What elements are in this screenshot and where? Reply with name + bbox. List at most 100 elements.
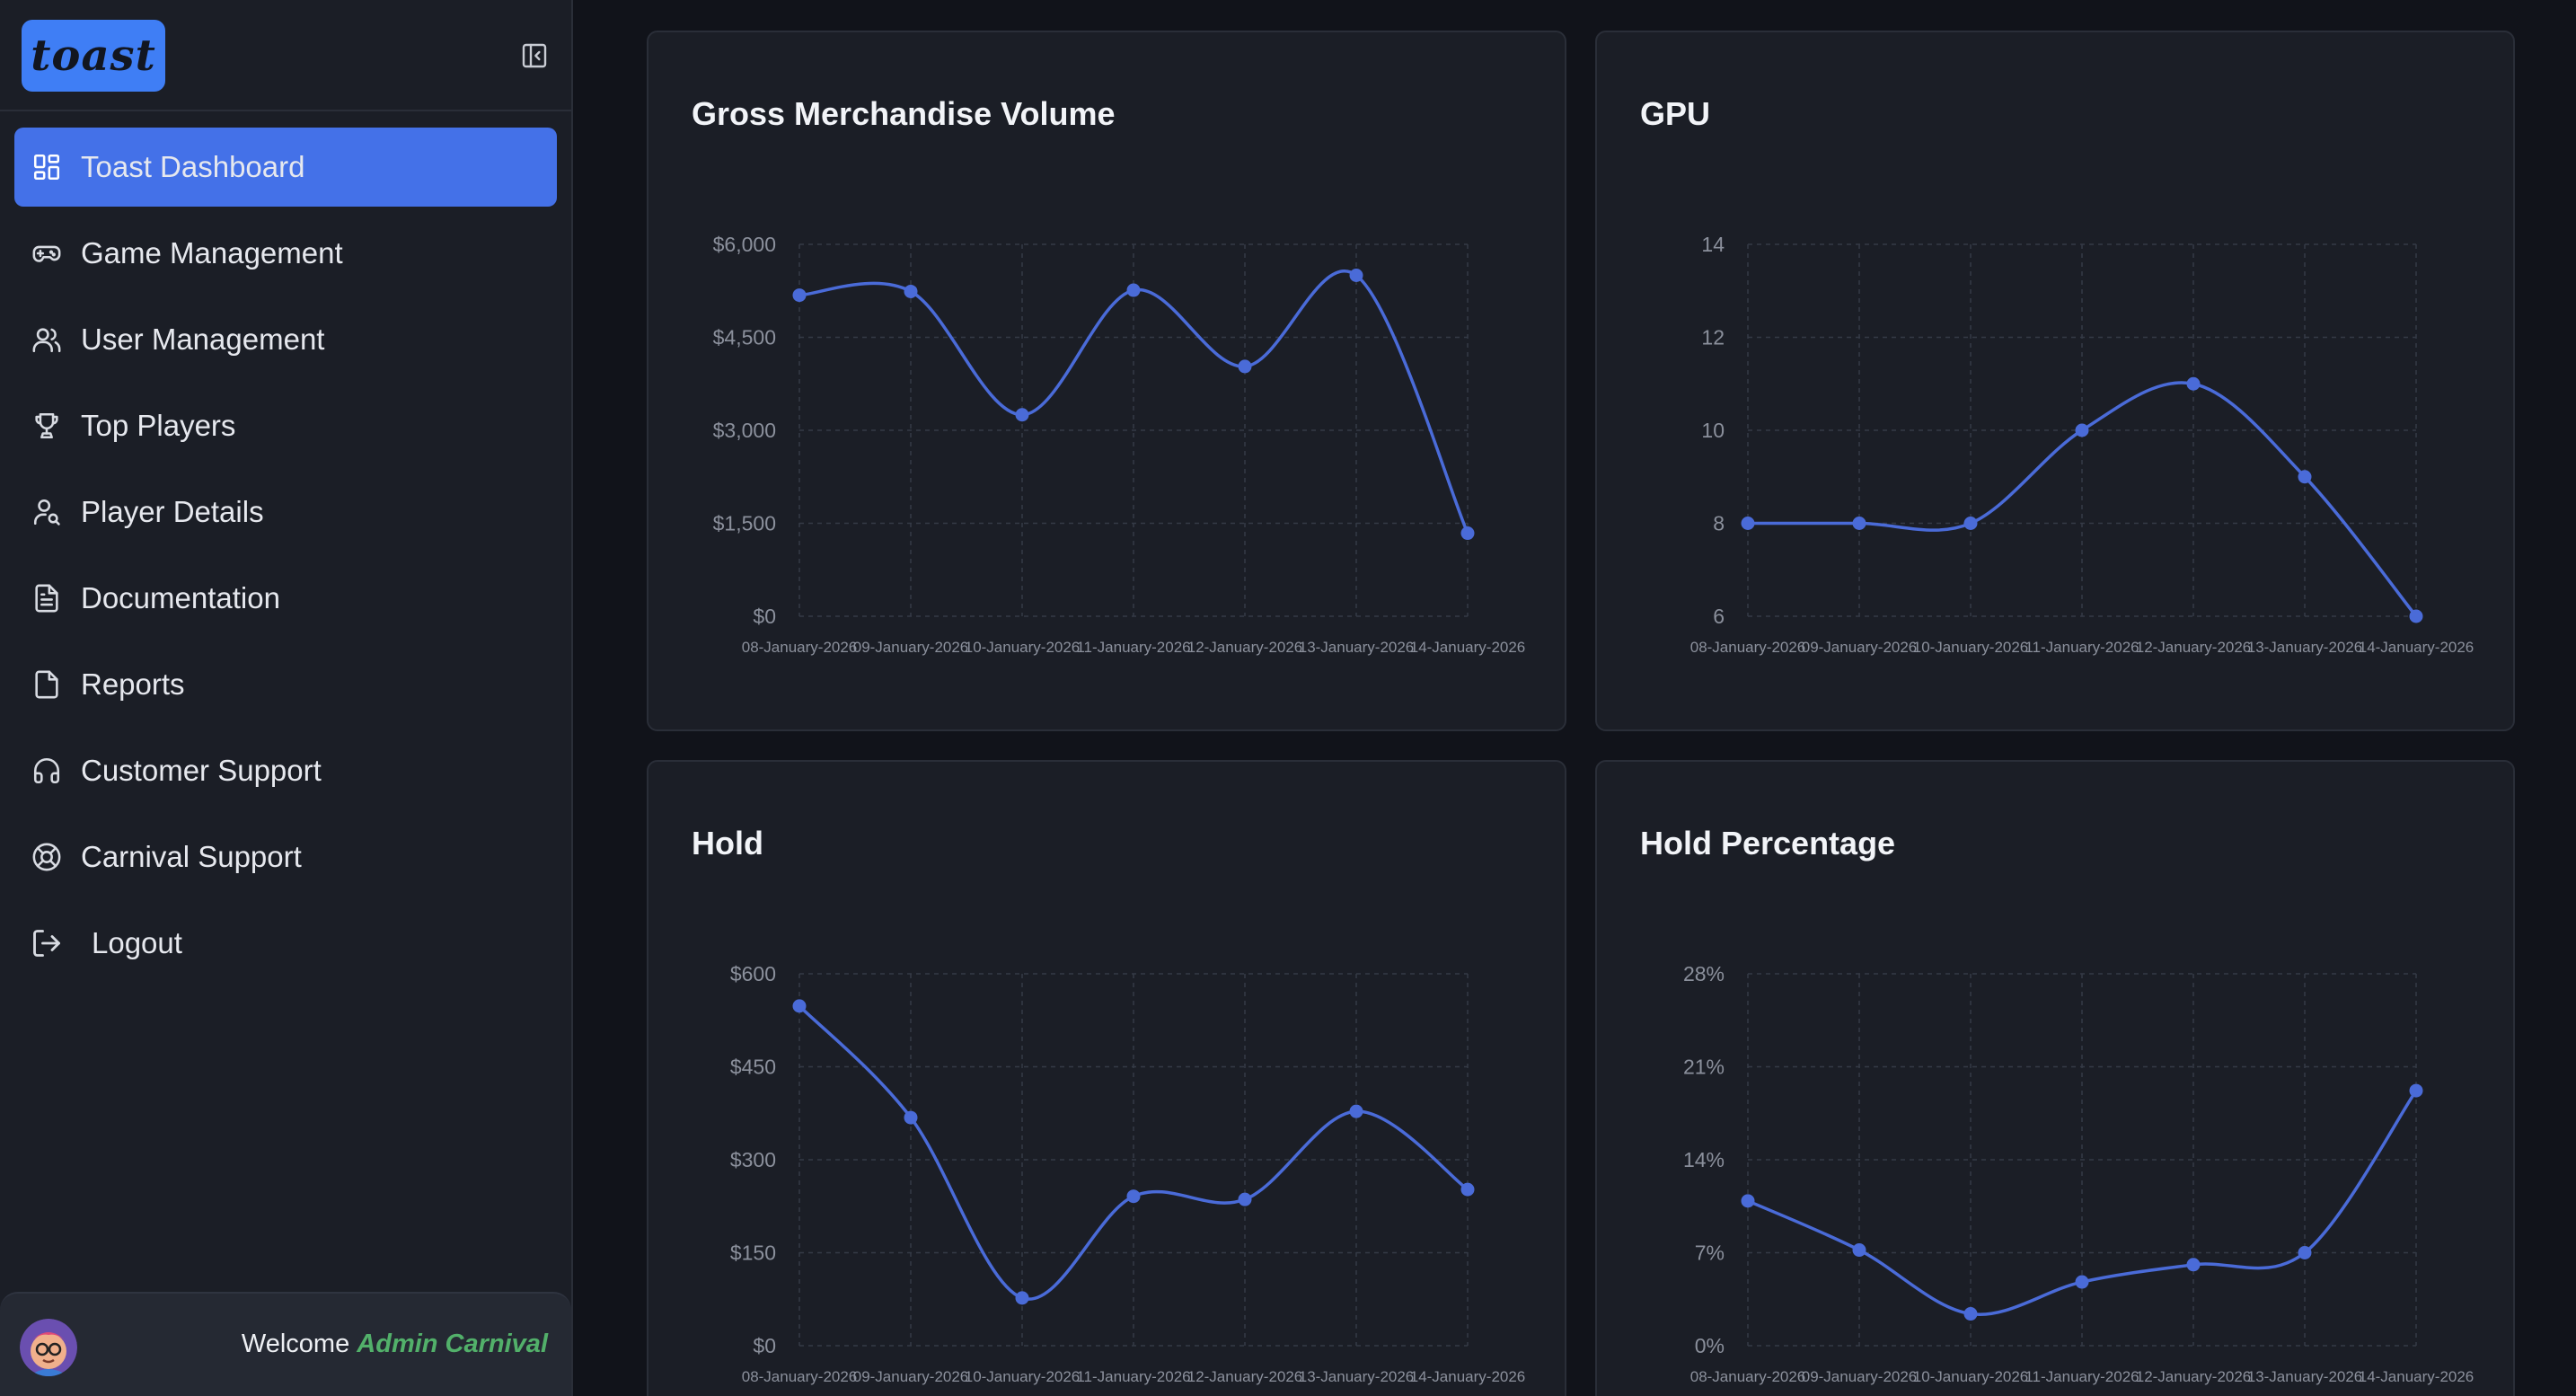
sidebar-item-label: Reports (81, 667, 185, 701)
data-point[interactable] (1852, 1243, 1866, 1258)
data-point[interactable] (1460, 526, 1475, 541)
users-icon (31, 323, 63, 356)
y-tick-label: $6,000 (713, 233, 776, 256)
sidebar-item-customer-support[interactable]: Customer Support (14, 731, 557, 810)
sidebar-collapse-icon (522, 43, 547, 68)
file-icon (31, 668, 63, 701)
hold-chart-card: Hold $0 $150 $300 $450 $600 08-January-2026 09… (647, 760, 1566, 1396)
chart-title: GPU (1640, 95, 1711, 132)
x-tick-label: 13-January-2026 (1299, 639, 1415, 656)
logout-icon (31, 927, 63, 959)
lifebuoy-icon (31, 841, 63, 873)
x-tick-label: 12-January-2026 (1187, 1368, 1303, 1385)
gmv-line-chart[interactable]: $0 $1,500 $3,000 $4,500 $6,000 08-January-202… (648, 32, 1568, 733)
data-point[interactable] (1741, 517, 1755, 530)
data-point[interactable] (792, 999, 807, 1013)
sidebar-item-reports[interactable]: Reports (14, 645, 557, 724)
sidebar-header: toast (0, 0, 571, 111)
data-point[interactable] (1349, 1104, 1363, 1118)
data-point[interactable] (2186, 376, 2201, 391)
data-point[interactable] (2075, 423, 2089, 437)
user-search-icon (31, 496, 63, 528)
data-point[interactable] (1238, 359, 1252, 374)
sidebar-item-label: Logout (92, 926, 182, 959)
sidebar-item-carnival-support[interactable]: Carnival Support (14, 817, 557, 897)
sidebar-item-logout[interactable]: Logout (14, 904, 557, 983)
data-point[interactable] (1963, 517, 1978, 530)
y-tick-label: 0% (1695, 1334, 1725, 1357)
sidebar-item-toast-dashboard[interactable]: Toast Dashboard (14, 128, 557, 207)
data-point[interactable] (904, 1110, 918, 1125)
data-point[interactable] (1238, 1192, 1252, 1206)
data-point[interactable] (2075, 1275, 2089, 1289)
x-tick-label: 08-January-2026 (742, 639, 858, 656)
toast-logo[interactable]: toast (22, 20, 165, 92)
chart-grid: 0% 7% 14% 21% 28% 08-January-202609-January-2… (1683, 962, 2474, 1385)
headset-icon (31, 755, 63, 787)
data-point[interactable] (1852, 517, 1866, 530)
sidebar-item-user-management[interactable]: User Management (14, 300, 557, 379)
gpu-chart-card: GPU 6 8 10 12 14 08-January-2026 09-January-20… (1595, 31, 2515, 731)
sidebar-item-documentation[interactable]: Documentation (14, 559, 557, 638)
data-point[interactable] (1349, 269, 1363, 282)
sidebar-item-label: Toast Dashboard (81, 150, 305, 183)
document-icon (31, 582, 63, 614)
data-point[interactable] (2409, 609, 2423, 623)
y-tick-label: 10 (1701, 419, 1725, 442)
x-tick-label: 09-January-2026 (1802, 1368, 1918, 1385)
data-point[interactable] (2186, 1258, 2201, 1272)
y-tick-label: 14% (1683, 1148, 1725, 1171)
chart-title: Gross Merchandise Volume (692, 95, 1116, 132)
data-point[interactable] (904, 284, 918, 298)
data-point[interactable] (1126, 283, 1141, 297)
data-point[interactable] (1015, 408, 1029, 422)
sidebar-item-label: Player Details (81, 495, 264, 528)
gamepad-icon (31, 237, 63, 269)
sidebar-nav: Toast Dashboard Game Management (0, 111, 571, 983)
sidebar-item-label: Customer Support (81, 754, 322, 787)
x-tick-label: 11-January-2026 (2025, 639, 2139, 656)
data-point[interactable] (1963, 1307, 1978, 1321)
logo-text: toast (31, 31, 156, 81)
welcome-label: Welcome (241, 1330, 350, 1358)
data-point[interactable] (2409, 1083, 2423, 1098)
user-name: Admin Carnival (357, 1330, 548, 1358)
collapse-sidebar-button[interactable] (519, 40, 550, 71)
dashboard-grid-icon (31, 151, 63, 183)
data-point[interactable] (792, 288, 807, 303)
data-point[interactable] (1460, 1182, 1475, 1197)
hold-percentage-line-chart[interactable]: 0% 7% 14% 21% 28% 08-January-202609-January-2… (1597, 762, 2517, 1396)
x-tick-label: 12-January-2026 (2136, 639, 2252, 656)
x-tick-label: 13-January-2026 (2247, 639, 2363, 656)
y-tick-label: 7% (1695, 1241, 1725, 1265)
data-point[interactable] (1741, 1194, 1755, 1208)
x-tick-label: 11-January-2026 (1076, 639, 1190, 656)
sidebar-item-top-players[interactable]: Top Players (14, 386, 557, 465)
user-profile-footer[interactable]: Welcome Admin Carnival (0, 1292, 571, 1396)
y-tick-label: 14 (1701, 233, 1725, 256)
gmv-chart-card: Gross Merchandise Volume $0 $1,500 $3,000 $… (647, 31, 1566, 731)
y-tick-label: 12 (1701, 326, 1725, 349)
sidebar-item-player-details[interactable]: Player Details (14, 473, 557, 552)
trophy-icon (31, 410, 63, 442)
x-tick-label: 14-January-2026 (2359, 639, 2475, 656)
x-tick-label: 09-January-2026 (1802, 639, 1918, 656)
data-point[interactable] (1126, 1189, 1141, 1204)
welcome-text: Welcome Admin Carnival (242, 1330, 548, 1359)
data-point[interactable] (1015, 1291, 1029, 1305)
chart-grid: $0 $1,500 $3,000 $4,500 $6,000 08-January-202… (713, 233, 1526, 656)
x-tick-label: 14-January-2026 (2359, 1368, 2475, 1385)
hold-line-chart[interactable]: $0 $150 $300 $450 $600 08-January-202609-Janu… (648, 762, 1568, 1396)
y-tick-label: $450 (730, 1056, 776, 1079)
gpu-line-chart[interactable]: 6 8 10 12 14 08-January-202609-January-202610… (1597, 32, 2517, 733)
x-tick-label: 10-January-2026 (965, 1368, 1081, 1385)
data-point[interactable] (2298, 470, 2312, 484)
x-tick-label: 10-January-2026 (965, 639, 1081, 656)
x-tick-label: 11-January-2026 (1076, 1368, 1190, 1385)
y-tick-label: $0 (753, 1334, 776, 1357)
data-point[interactable] (2298, 1246, 2312, 1259)
sidebar-item-game-management[interactable]: Game Management (14, 214, 557, 293)
avatar[interactable] (20, 1319, 77, 1376)
chart-grid: 6 8 10 12 14 08-January-202609-January-202610… (1690, 233, 2475, 656)
x-tick-label: 14-January-2026 (1410, 1368, 1526, 1385)
